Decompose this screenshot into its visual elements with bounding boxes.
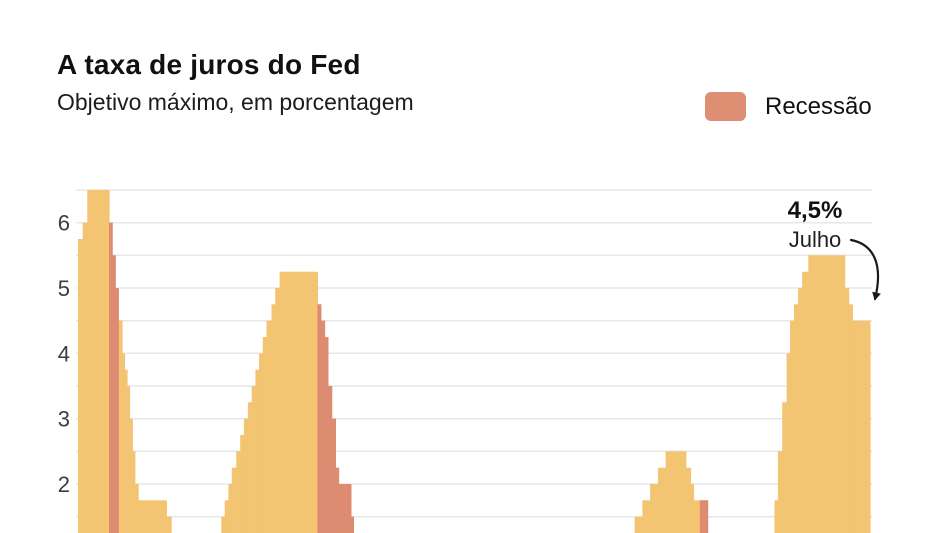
chart-header: A taxa de juros do Fed Objetivo máximo, …	[57, 48, 414, 116]
rate-area-segment	[808, 255, 846, 533]
rate-area-segment	[802, 271, 809, 533]
y-axis-tick-label: 5	[58, 276, 70, 301]
rate-area-segment	[794, 304, 799, 533]
recession-area-segment	[324, 337, 329, 533]
rate-area-segment	[132, 451, 136, 533]
rate-area-segment	[271, 304, 276, 533]
rate-area-segment	[236, 451, 241, 533]
rate-area-segment	[266, 320, 273, 533]
recession-area-segment	[109, 222, 113, 533]
rate-area-segment	[634, 516, 643, 533]
rate-area-segment	[275, 288, 281, 533]
y-axis-tick-label: 2	[58, 472, 70, 497]
rate-area-segment	[777, 451, 783, 533]
rate-area-segment	[786, 353, 791, 533]
rate-area-segment	[852, 320, 871, 533]
rate-area-segment	[82, 222, 88, 533]
y-axis-tick-label: 3	[58, 407, 70, 432]
rate-area-segment	[118, 320, 123, 533]
rate-area-segment	[685, 467, 692, 533]
y-axis-tick-label: 4	[58, 341, 70, 366]
last-value-annotation: 4,5% Julho	[763, 197, 867, 252]
rate-area-segment	[224, 500, 229, 533]
annotation-value: 4,5%	[787, 197, 843, 224]
recession-area-segment	[317, 304, 322, 533]
rate-area-segment	[782, 402, 788, 533]
rate-area-segment	[228, 484, 233, 533]
recession-area-segment	[331, 418, 336, 533]
recession-area-segment	[112, 255, 116, 533]
annotation-arrow-icon	[849, 238, 881, 301]
rate-area-segment	[129, 418, 133, 533]
rate-area-segment	[247, 402, 253, 533]
recession-area-segment	[320, 320, 326, 533]
rate-area-segment	[279, 271, 318, 533]
rate-area-segment	[124, 369, 128, 533]
recession-area-segment	[338, 484, 352, 533]
rate-area-segment	[262, 337, 268, 533]
rate-area-segment	[259, 353, 264, 533]
recession-area-segment	[115, 288, 119, 533]
rate-area-segment	[240, 435, 245, 533]
annotation-month: Julho	[788, 226, 842, 252]
recession-area-segment	[327, 386, 333, 533]
rate-area-segment	[790, 320, 795, 533]
rate-area-segment	[138, 500, 167, 533]
rate-area-segment	[251, 386, 256, 533]
rate-area-segment	[798, 288, 803, 533]
recession-area-segment	[335, 467, 340, 533]
rate-area-segment	[127, 386, 131, 533]
rate-area-segment	[134, 484, 139, 533]
rate-area-segment	[774, 500, 779, 533]
rate-area-segment	[657, 467, 667, 533]
rate-area-segment	[122, 353, 126, 533]
rate-area-segment	[642, 500, 651, 533]
rate-area-segment	[231, 467, 237, 533]
rate-area-segment	[221, 516, 226, 533]
rate-area-segment	[255, 369, 260, 533]
rate-area-segment	[690, 484, 695, 533]
rate-area-segment	[650, 484, 659, 533]
legend-label: Recessão	[765, 92, 872, 120]
rate-area-segment	[243, 418, 249, 533]
chart-title: A taxa de juros do Fed	[57, 49, 361, 80]
rate-area-segment	[78, 239, 84, 533]
y-axis-tick-label: 6	[58, 211, 70, 236]
recession-area-segment	[699, 500, 709, 533]
rate-area-segment	[665, 451, 687, 533]
rate-area-segment	[87, 190, 110, 533]
rate-area-segment	[166, 516, 172, 533]
rate-area-segment	[844, 288, 850, 533]
legend: Recessão	[705, 92, 872, 121]
recession-swatch-icon	[705, 92, 746, 121]
chart-subtitle: Objetivo máximo, em porcentagem	[57, 88, 414, 115]
rate-area-segment	[848, 304, 853, 533]
recession-area-segment	[350, 516, 354, 533]
